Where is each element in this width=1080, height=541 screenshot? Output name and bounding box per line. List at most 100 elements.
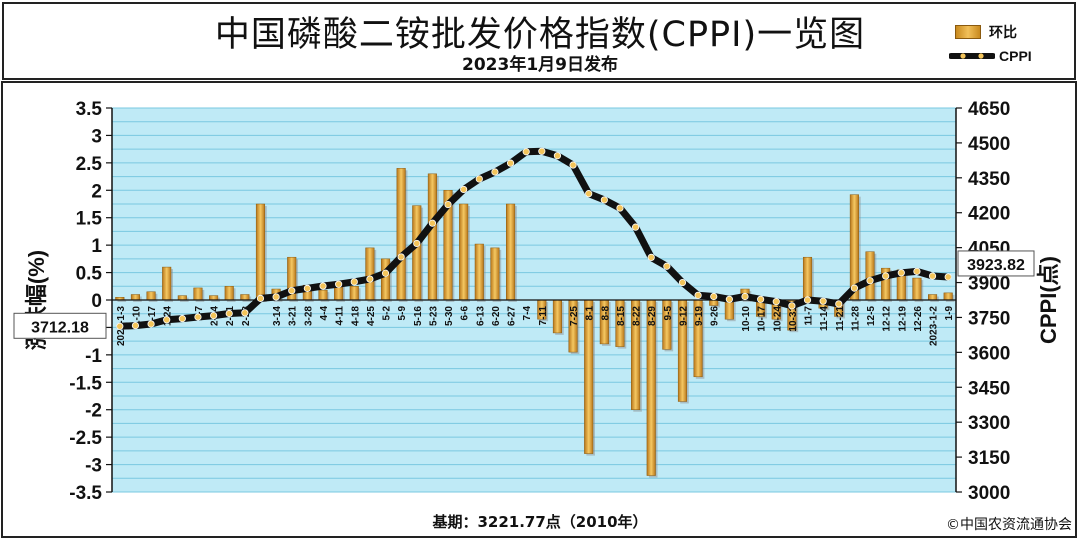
bar-mark [506, 203, 516, 301]
cppi-point [131, 321, 140, 330]
x-tick-label: 7-11 [538, 306, 549, 326]
bar-mark [396, 168, 406, 301]
cppi-point [491, 168, 499, 176]
left-tick-label: 0.5 [76, 264, 103, 285]
cppi-point [897, 269, 905, 277]
bar-mark [365, 247, 375, 301]
x-tick-label: 12-5 [866, 306, 877, 326]
bar-mark [130, 294, 140, 301]
bar-mark [865, 251, 875, 301]
x-tick-label: 5-30 [444, 306, 455, 326]
cppi-point [428, 219, 437, 227]
right-axis-title: CPPI(点) [1036, 256, 1061, 344]
cppi-point [538, 147, 546, 155]
x-tick-label: 10-31 [788, 306, 799, 332]
x-tick-label: 1-9 [944, 306, 955, 321]
right-tick-label: 3000 [968, 483, 1010, 504]
legend-item-line: CPPI [949, 46, 1032, 66]
cppi-point [585, 190, 593, 198]
x-tick-label: 8-8 [600, 306, 611, 321]
x-tick-label: 9-12 [678, 306, 689, 326]
x-tick-label: 12-19 [897, 306, 908, 332]
x-tick-label: 10-10 [741, 306, 752, 332]
cppi-point [663, 262, 671, 270]
left-tick-label: 3.5 [76, 99, 103, 120]
x-tick-label: 6-27 [507, 306, 518, 326]
x-tick-label: 11-28 [850, 306, 861, 331]
right-tick-label: 4500 [968, 134, 1010, 155]
cppi-point [303, 284, 311, 292]
left-tick-label: 1.5 [76, 209, 103, 230]
x-tick-label: 12-26 [913, 306, 924, 332]
bar-mark [318, 289, 328, 301]
x-tick-label: 1-17 [147, 306, 158, 326]
cppi-point [913, 267, 921, 275]
cppi-point [475, 175, 483, 183]
cppi-point [553, 152, 562, 160]
cppi-point [506, 159, 515, 167]
cppi-point [694, 291, 702, 299]
cppi-point [350, 278, 358, 286]
cppi-point [866, 277, 874, 285]
cppi-point [178, 315, 186, 323]
cppi-point [381, 269, 390, 277]
bar-mark [459, 203, 469, 301]
x-tick-label: 6-13 [475, 306, 486, 326]
cppi-point [522, 148, 530, 156]
x-tick-label: 8-29 [647, 306, 658, 326]
bar-mark [162, 266, 172, 301]
cppi-point [678, 278, 687, 287]
x-tick-label: 10-17 [757, 306, 768, 332]
right-tick-label: 3150 [968, 448, 1010, 469]
right-tick-label: 3300 [968, 413, 1010, 434]
legend: 环比 CPPI [949, 18, 1070, 68]
cppi-point [366, 275, 374, 283]
cppi-point [835, 300, 843, 308]
bar-mark [584, 299, 594, 454]
cppi-point [569, 161, 577, 169]
cppi-point [631, 223, 640, 231]
x-tick-label: 4-4 [319, 306, 330, 321]
cppi-point [116, 322, 124, 330]
cppi-point [616, 204, 624, 212]
annotation-first-value: 3712.18 [31, 319, 89, 336]
left-tick-label: 1 [91, 236, 102, 257]
x-tick-label: 12-12 [882, 306, 893, 332]
left-tick-label: -2.5 [69, 428, 102, 449]
legend-bar-label: 环比 [989, 24, 1017, 40]
left-tick-label: -1 [85, 346, 102, 367]
bar-mark [928, 294, 938, 301]
bar-mark [709, 299, 719, 306]
left-tick-label: -3.5 [69, 483, 102, 504]
cppi-point [163, 316, 171, 324]
left-tick-label: -2 [85, 401, 102, 422]
bar-mark [240, 294, 250, 301]
cppi-point [600, 196, 608, 204]
cppi-point [710, 292, 718, 301]
cppi-point [741, 292, 749, 301]
cppi-point [444, 200, 452, 209]
cppi-point [194, 313, 202, 321]
cppi-point [647, 253, 655, 262]
x-tick-label: 9-19 [694, 306, 705, 326]
x-tick-label: 8-22 [632, 306, 643, 326]
cppi-point [272, 293, 280, 301]
legend-bar-swatch [955, 25, 981, 39]
x-tick-label: 5-9 [397, 306, 408, 321]
bar-mark [349, 286, 359, 301]
bar-mark [146, 291, 156, 301]
cppi-point [944, 273, 952, 281]
bar-mark [177, 295, 187, 301]
cppi-point [288, 287, 296, 295]
cppi-point [319, 282, 327, 290]
x-tick-label: 4-18 [350, 306, 361, 326]
left-tick-label: -3 [85, 456, 102, 477]
x-tick-label: 7-4 [522, 306, 533, 321]
legend-item-bar: 环比 [955, 22, 1017, 42]
bar-mark [209, 295, 219, 301]
left-tick-label: -1.5 [69, 373, 102, 394]
legend-line-label: CPPI [999, 48, 1032, 64]
right-tick-label: 3450 [968, 378, 1010, 399]
cppi-point [803, 296, 812, 304]
bar-mark [912, 277, 922, 301]
